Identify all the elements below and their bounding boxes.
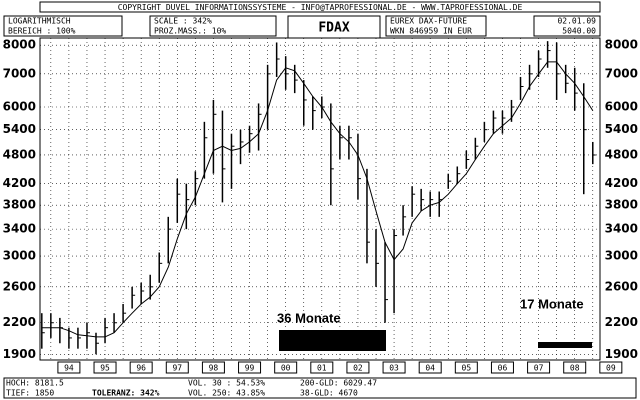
range: BEREICH : 100%: [8, 27, 76, 36]
scale-mode: LOGARITHMISCH: [8, 17, 71, 26]
annotation: 17 Monate: [520, 296, 584, 311]
period-bar: [279, 330, 386, 351]
x-tick-box: [599, 361, 623, 374]
x-tick-box: [382, 361, 406, 374]
x-tick-label: 04: [425, 364, 435, 373]
price: 5040.00: [562, 27, 596, 36]
instrument: EUREX DAX-FUTURE: [390, 17, 467, 26]
y-tick-label: 5400: [3, 122, 36, 136]
y-tick-label: 3400: [605, 222, 638, 236]
x-tick-label: 01: [317, 364, 327, 373]
x-tick-label: 97: [172, 364, 182, 373]
y-tick-label: 5400: [605, 122, 638, 136]
x-tick-box: [129, 361, 153, 374]
percent: PROZ.MASS.: 10%: [154, 27, 226, 36]
footer-gld38: 38-GLD: 4670: [300, 389, 358, 398]
x-tick-box: [490, 361, 514, 374]
x-tick-label: 08: [570, 364, 580, 373]
y-tick-label: 3000: [3, 249, 36, 263]
x-tick-box: [563, 361, 587, 374]
y-tick-label: 4200: [605, 176, 638, 190]
footer-tolerance: TOLERANZ: 342%: [92, 389, 160, 398]
x-tick-label: 09: [606, 364, 616, 373]
y-tick-label: 2200: [605, 315, 638, 329]
y-tick-label: 4800: [605, 147, 638, 161]
x-tick-label: 95: [100, 364, 110, 373]
y-tick-label: 1900: [605, 347, 638, 361]
x-tick-box: [201, 361, 225, 374]
period-bar: [538, 342, 592, 348]
y-tick-label: 3000: [605, 249, 638, 263]
footer-vol250: VOL. 250: 43.85%: [188, 389, 265, 398]
header-box: [533, 15, 601, 37]
y-tick-label: 4800: [3, 147, 36, 161]
x-tick-label: 96: [136, 364, 146, 373]
x-tick-label: 99: [245, 364, 255, 373]
wkn: WKN 846959 IN EUR: [390, 27, 472, 36]
y-tick-label: 8000: [3, 38, 36, 52]
y-tick-label: 2600: [3, 279, 36, 293]
moving-average: [41, 61, 594, 338]
annotation: 36 Monate: [277, 310, 341, 325]
header-box: [385, 15, 487, 37]
footer-low: TIEF: 1850: [6, 389, 54, 398]
y-tick-label: 1900: [3, 347, 36, 361]
x-tick-box: [57, 361, 81, 374]
x-tick-label: 02: [353, 364, 363, 373]
y-tick-label: 7000: [605, 66, 638, 80]
x-tick-label: 07: [534, 364, 544, 373]
x-tick-box: [346, 361, 370, 374]
x-tick-box: [165, 361, 189, 374]
x-tick-box: [454, 361, 478, 374]
footer-vol30: VOL. 30 : 54.53%: [188, 379, 265, 388]
x-tick-label: 06: [498, 364, 508, 373]
date: 02.01.09: [557, 17, 596, 26]
header-box: [3, 15, 123, 37]
y-tick-label: 6000: [3, 99, 36, 113]
copyright: COPYRIGHT DUVEL INFORMATIONSSYSTEME - IN…: [118, 3, 523, 12]
x-tick-label: 94: [64, 364, 74, 373]
x-tick-label: 00: [281, 364, 291, 373]
plot-frame: [39, 37, 601, 361]
y-tick-label: 3400: [3, 222, 36, 236]
y-tick-label: 3800: [3, 198, 36, 212]
y-tick-label: 7000: [3, 66, 36, 80]
x-tick-box: [93, 361, 117, 374]
x-tick-box: [238, 361, 262, 374]
y-tick-label: 6000: [605, 99, 638, 113]
footer-gld200: 200-GLD: 6029.47: [300, 379, 377, 388]
x-tick-box: [274, 361, 298, 374]
x-tick-box: [310, 361, 334, 374]
scale: SCALE : 342%: [154, 17, 212, 26]
y-tick-label: 2200: [3, 315, 36, 329]
footer-high: HOCH: 8181.5: [6, 379, 64, 388]
footer-box: [3, 377, 637, 399]
y-tick-label: 2600: [605, 279, 638, 293]
x-tick-label: 98: [209, 364, 219, 373]
header-box: [149, 15, 277, 37]
copyright-box: [39, 1, 601, 13]
chart-title: FDAX: [318, 21, 349, 36]
y-tick-label: 3800: [605, 198, 638, 212]
x-tick-label: 03: [389, 364, 399, 373]
y-tick-label: 8000: [605, 38, 638, 52]
x-tick-box: [418, 361, 442, 374]
x-tick-label: 05: [462, 364, 472, 373]
x-tick-box: [527, 361, 551, 374]
y-tick-label: 4200: [3, 176, 36, 190]
